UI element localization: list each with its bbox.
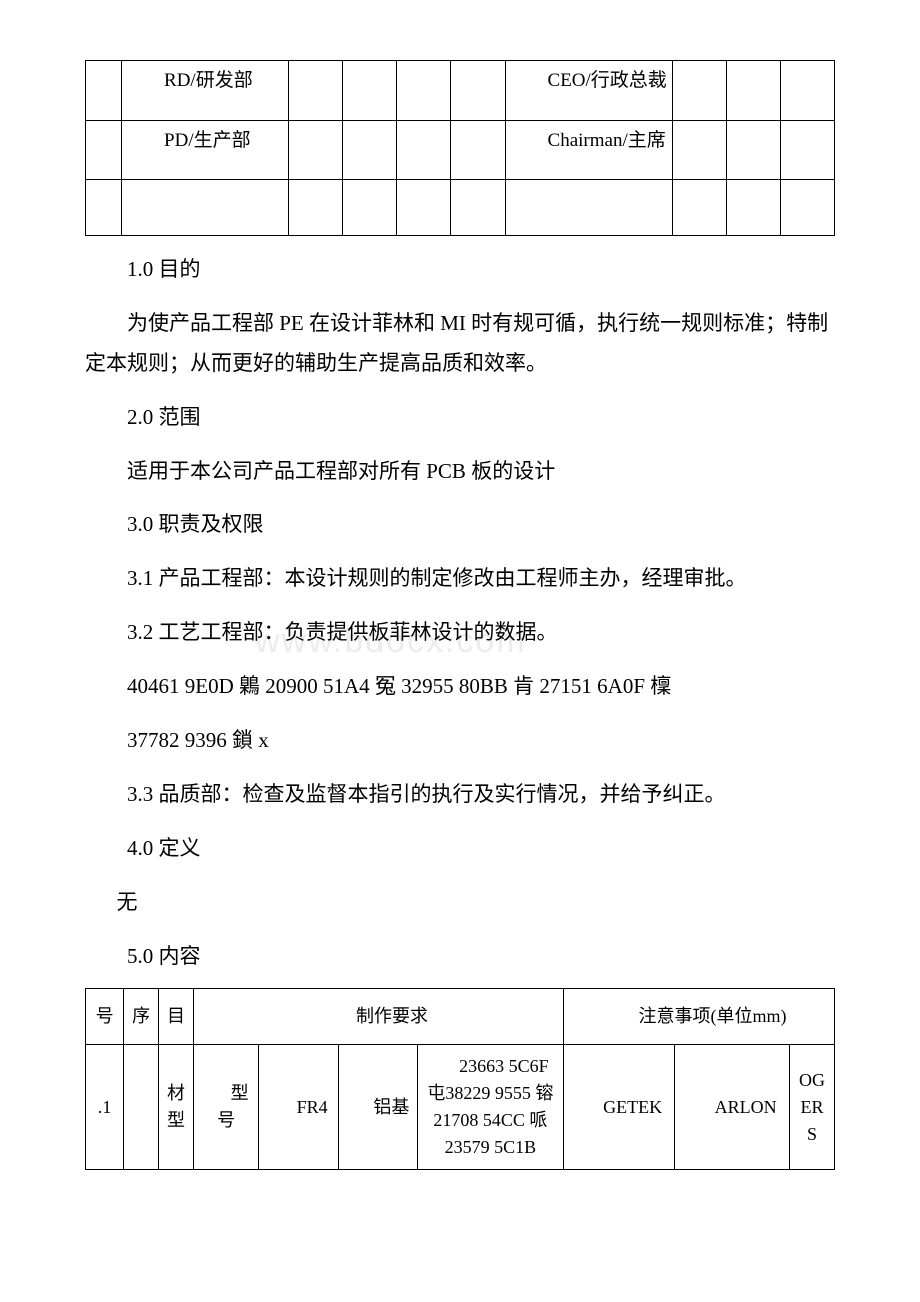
cell-blank [726,180,780,236]
cell-blank [726,61,780,121]
cell-blank [397,61,451,121]
cell-dept-left: PD/生产部 [122,120,289,180]
section-4-body: 无 [85,883,835,923]
cell-blank [86,180,122,236]
section-2-title: 2.0 范围 [85,398,835,438]
cell-blank [672,61,726,121]
content-table: 号 序 目 制作要求 注意事项(单位mm) .1 材型 型号 FR4 铝基 23… [85,988,835,1170]
dept-label: PD/生产部 [164,130,251,151]
table-row [86,180,835,236]
cell-blank [505,180,672,236]
col-header: 注意事项(单位mm) [563,989,834,1045]
cell-blank [289,180,343,236]
cell-blank [672,180,726,236]
table-row: RD/研发部 CEO/行政总裁 [86,61,835,121]
cell: 型号 [193,1045,258,1170]
dept-label: Chairman/主席 [548,130,666,151]
cell [124,1045,159,1170]
cell-blank [451,61,505,121]
cell: OGERS [789,1045,834,1170]
approval-table: RD/研发部 CEO/行政总裁 PD/生产部 Chairman/主席 [85,60,835,236]
cell: FR4 [259,1045,339,1170]
cell-blank [343,180,397,236]
col-header: 号 [86,989,124,1045]
section-3-codes-1: 40461 9E0D 鷍 20900 51A4 冤 32955 80BB 肯 2… [85,667,835,707]
cell-blank [451,180,505,236]
cell-blank [780,180,834,236]
section-4-title: 4.0 定义 [85,829,835,869]
cell: 材型 [159,1045,194,1170]
cell-blank [726,120,780,180]
cell: GETEK [563,1045,674,1170]
cell-dept-right: Chairman/主席 [505,120,672,180]
col-header: 目 [159,989,194,1045]
cell: .1 [86,1045,124,1170]
col-header: 制作要求 [193,989,563,1045]
section-3-codes-2: 37782 9396 鎖 x [85,721,835,761]
cell-blank [672,120,726,180]
dept-label: RD/研发部 [164,70,253,91]
section-5-title: 5.0 内容 [85,937,835,977]
section-3-1: 3.1 产品工程部：本设计规则的制定修改由工程师主办，经理审批。 [85,559,835,599]
col-header: 序 [124,989,159,1045]
cell-blank [343,120,397,180]
table-row: .1 材型 型号 FR4 铝基 23663 5C6F 屯38229 9555 镕… [86,1045,835,1170]
watermark-container: www.bdocx.com 3.2 工艺工程部：负责提供板菲林设计的数据。 [85,613,835,653]
dept-label: CEO/行政总裁 [548,70,667,91]
cell: 23663 5C6F 屯38229 9555 镕 21708 54CC 哌235… [417,1045,563,1170]
cell: 铝基 [339,1045,418,1170]
cell-blank [289,61,343,121]
section-3-title: 3.0 职责及权限 [85,505,835,545]
cell-blank [86,61,122,121]
cell-blank [343,61,397,121]
cell-blank [289,120,343,180]
cell-blank [397,120,451,180]
table-row: PD/生产部 Chairman/主席 [86,120,835,180]
section-3-3: 3.3 品质部：检查及监督本指引的执行及实行情况，并给予纠正。 [85,775,835,815]
cell-dept-left: RD/研发部 [122,61,289,121]
section-1-title: 1.0 目的 [85,250,835,290]
cell-blank [86,120,122,180]
cell-blank [397,180,451,236]
cell-blank [122,180,289,236]
cell-blank [780,61,834,121]
cell-blank [451,120,505,180]
cell: ARLON [675,1045,790,1170]
section-3-2: 3.2 工艺工程部：负责提供板菲林设计的数据。 [85,613,835,653]
section-1-body: 为使产品工程部 PE 在设计菲林和 MI 时有规可循，执行统一规则标准；特制定本… [85,304,835,384]
table-header-row: 号 序 目 制作要求 注意事项(单位mm) [86,989,835,1045]
cell-dept-right: CEO/行政总裁 [505,61,672,121]
section-2-body: 适用于本公司产品工程部对所有 PCB 板的设计 [85,452,835,492]
cell-blank [780,120,834,180]
